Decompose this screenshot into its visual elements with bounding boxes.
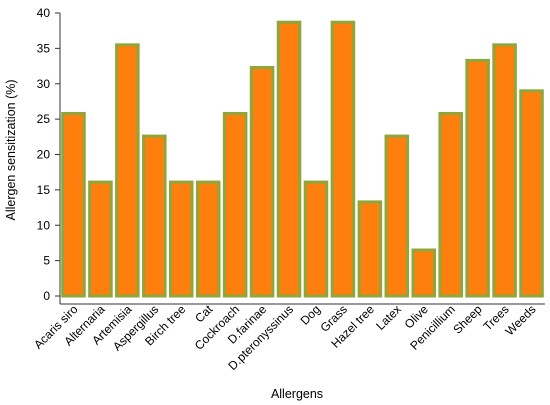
bar-aspergillus (142, 134, 167, 298)
bar-artemisia (115, 43, 140, 298)
bar-birch-tree (168, 180, 194, 298)
x-tick-label: Latex (373, 302, 404, 333)
bar-d-farinae (249, 65, 275, 298)
bar-cat (195, 180, 221, 298)
bar-d-pteronyssinus (276, 20, 302, 298)
x-tick-label: Sheep (450, 302, 485, 337)
bar-alternaria (88, 180, 113, 298)
x-axis-title: Allergens (271, 387, 323, 401)
bars (61, 20, 544, 298)
y-tick-label: 25 (37, 112, 51, 126)
bar-cockroach (222, 111, 248, 298)
bar-grass (330, 20, 356, 298)
y-tick-label: 40 (37, 6, 51, 20)
x-tick-label: Weeds (502, 302, 538, 338)
bar-penicillium (438, 111, 463, 298)
y-tick-label: 15 (37, 183, 51, 197)
bar-olive (411, 248, 437, 298)
bar-weeds (519, 89, 544, 298)
y-axis-ticks: 0 5 10 15 20 25 30 35 40 (37, 6, 60, 303)
bar-acaris-siro (61, 111, 86, 298)
bar-sheep (465, 58, 490, 298)
bar-dog (303, 180, 329, 298)
y-tick-label: 35 (37, 41, 51, 55)
y-tick-label: 10 (37, 218, 51, 232)
y-tick-label: 20 (37, 148, 51, 162)
bar-trees (492, 43, 517, 298)
y-tick-label: 5 (43, 254, 50, 268)
y-tick-label: 30 (37, 77, 51, 91)
x-axis-tick-labels: Acaris siroAlternariaArtemisiaAspergillu… (31, 302, 539, 373)
bar-latex (384, 134, 410, 298)
bar-hazel-tree (357, 200, 383, 298)
y-tick-label: 0 (43, 289, 50, 303)
y-axis-title: Allergen sensitization (%) (4, 79, 18, 220)
